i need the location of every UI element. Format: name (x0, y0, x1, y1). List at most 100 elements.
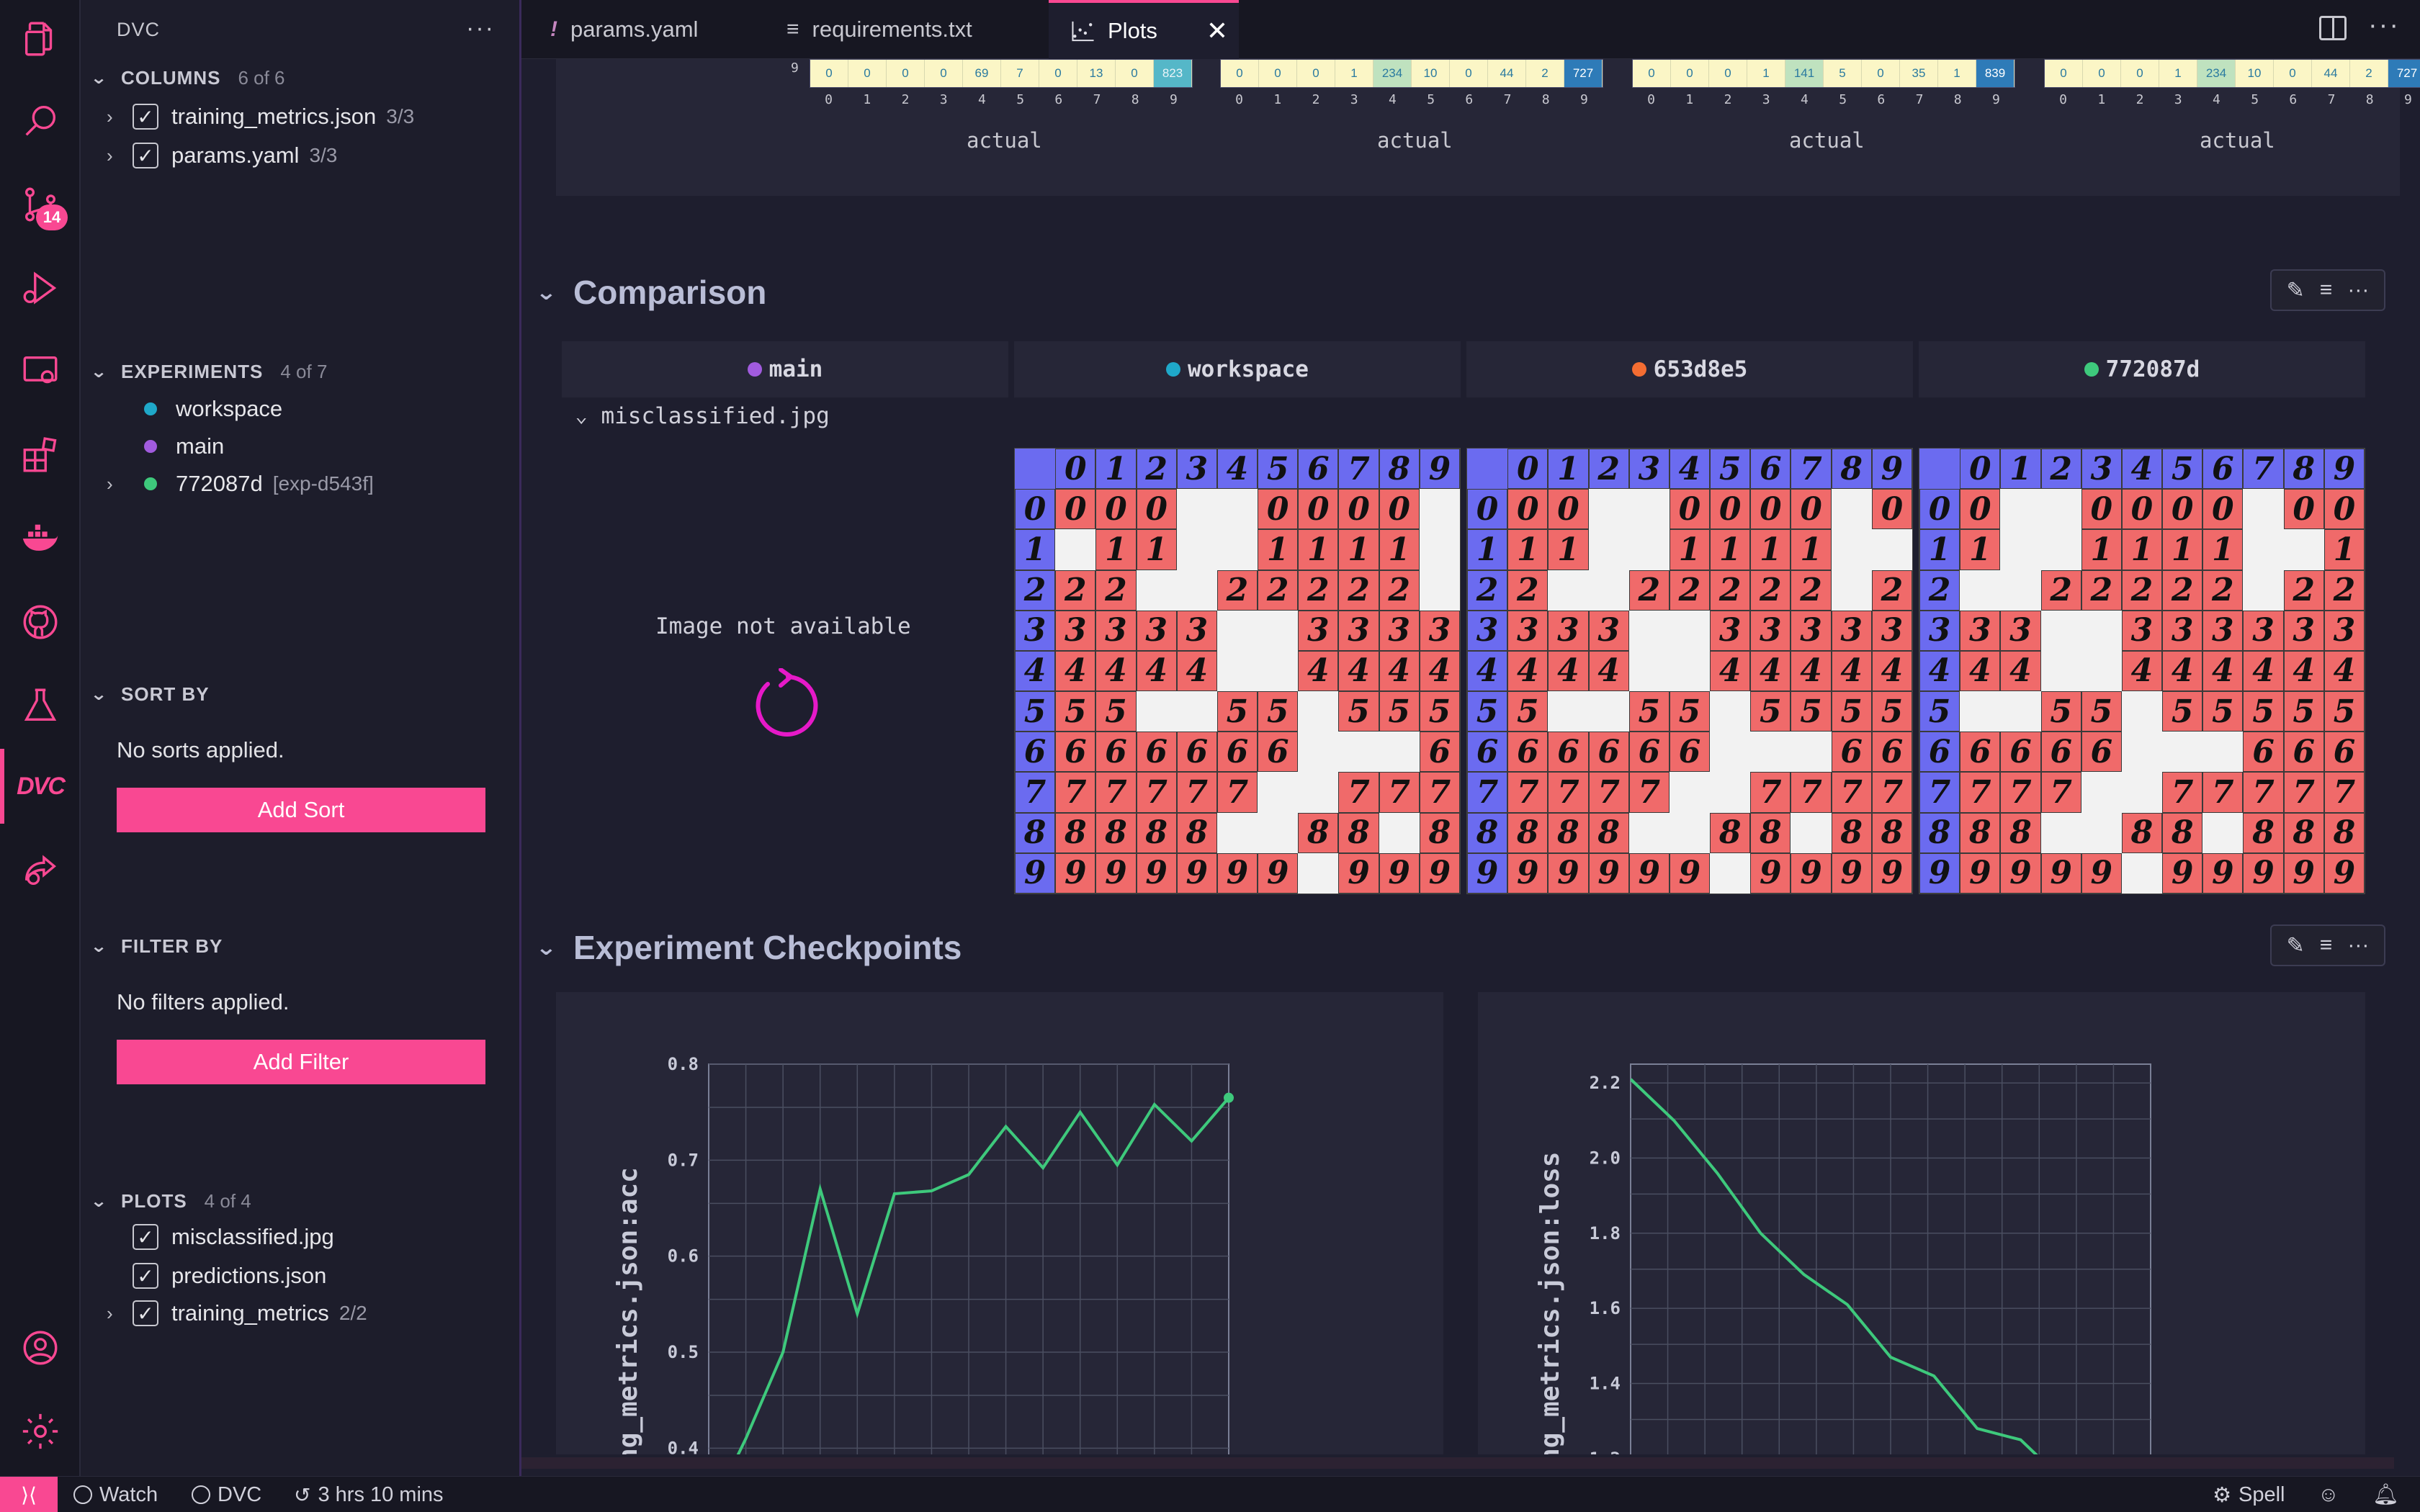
explorer-icon[interactable] (17, 16, 63, 62)
digit-cell: 4 (1216, 449, 1258, 490)
account-icon[interactable] (17, 1325, 63, 1371)
dvc-icon[interactable]: DVC (17, 763, 66, 809)
experiment-item-main[interactable]: main (144, 429, 224, 464)
filter-section-header[interactable]: ⌄ FILTER BY (90, 932, 223, 960)
add-sort-button[interactable]: Add Sort (117, 788, 485, 832)
digit-cell: 9 (1095, 852, 1137, 894)
watch-status[interactable]: Watch (73, 1477, 158, 1512)
testing-icon[interactable] (17, 683, 63, 729)
filter-icon[interactable]: ≡ (2319, 278, 2333, 302)
plot-item-misclassified[interactable]: ✓ misclassified.jpg (133, 1220, 334, 1254)
digit-cell: 4 (1791, 650, 1832, 692)
remote-indicator-icon[interactable]: ⟩⟨ (0, 1477, 58, 1512)
comparison-section-header[interactable]: ⌄ Comparison (535, 271, 766, 314)
notifications-bell-icon[interactable]: 🔔︎ (2372, 1483, 2399, 1506)
filter-icon[interactable]: ≡ (2319, 933, 2333, 957)
x-tick-label: 7 (1093, 92, 1101, 107)
digit-cell (1628, 812, 1670, 853)
item-sub: 3/3 (386, 105, 415, 127)
digit-cell: 7 (1055, 772, 1096, 813)
dvc-status[interactable]: DVC (192, 1477, 261, 1512)
experiment-item-772087d[interactable]: › 772087d [exp-d543f] (107, 467, 374, 501)
matrix-cell: 0 (1450, 60, 1488, 87)
horizontal-scrollbar[interactable] (521, 1454, 2420, 1476)
section-label: EXPERIMENTS (121, 360, 264, 382)
tab-params-yaml[interactable]: ! params.yaml (550, 0, 738, 59)
digit-cell (1628, 650, 1670, 692)
digit-cell: 9 (1919, 852, 1960, 894)
experiment-color-dot (144, 477, 157, 490)
digit-cell: 3 (2323, 610, 2365, 651)
more-actions-icon[interactable]: ··· (2368, 10, 2400, 40)
x-tick-label: 3 (1762, 92, 1770, 107)
section-count: 4 of 4 (204, 1189, 251, 1212)
checkpoints-section-header[interactable]: ⌄ Experiment Checkpoints (535, 926, 962, 969)
digit-cell: 0 (1015, 489, 1056, 530)
time-tracker-status[interactable]: ↺ 3 hrs 10 mins (294, 1477, 444, 1512)
column-item-params[interactable]: › ✓ params.yaml 3/3 (107, 138, 337, 173)
digit-cell (2243, 529, 2284, 570)
digit-cell: 4 (1055, 650, 1096, 692)
split-editor-icon[interactable] (2319, 16, 2347, 40)
spell-status[interactable]: ⚙ Spell (2213, 1477, 2285, 1512)
rename-icon[interactable]: ✎ (2286, 933, 2305, 958)
digit-cell: 5 (1710, 449, 1751, 490)
revision-header-653d8e5[interactable]: 653d8e5 (1466, 341, 1913, 397)
digit-cell: 5 (1507, 691, 1549, 732)
digit-cell: 8 (1548, 812, 1589, 853)
checkbox[interactable]: ✓ (133, 1263, 158, 1289)
checkbox[interactable]: ✓ (133, 1224, 158, 1250)
digit-cell: 8 (1871, 812, 1912, 853)
plot-row-toggle[interactable]: ⌄ misclassified.jpg (575, 403, 830, 429)
plot-item-training-metrics[interactable]: › ✓ training_metrics 2/2 (107, 1296, 367, 1331)
refresh-icon[interactable] (746, 668, 818, 740)
matrix-cell: 0 (1259, 60, 1297, 87)
digit-cell: 4 (2323, 650, 2365, 692)
revision-header-main[interactable]: main (562, 341, 1008, 397)
column-item-training-metrics[interactable]: › ✓ training_metrics.json 3/3 (107, 99, 414, 134)
more-actions-icon[interactable]: ··· (2347, 933, 2370, 957)
add-filter-button[interactable]: Add Filter (117, 1040, 485, 1084)
plots-section-header[interactable]: ⌄ PLOTS 4 of 4 (90, 1187, 251, 1215)
digit-cell: 4 (1015, 650, 1056, 692)
close-icon[interactable]: ✕ (1206, 16, 1229, 45)
matrix-cell: 0 (887, 60, 925, 87)
github-icon[interactable] (17, 599, 63, 645)
revision-header-772087d[interactable]: 772087d (1919, 341, 2365, 397)
remote-explorer-icon[interactable] (17, 348, 63, 395)
more-actions-icon[interactable]: ··· (466, 14, 495, 42)
matrix-cell: 0 (1039, 60, 1077, 87)
digit-cell: 1 (1669, 529, 1711, 570)
digit-cell (1419, 570, 1460, 611)
tab-requirements-txt[interactable]: ≡ requirements.txt (786, 0, 1031, 59)
digit-cell: 2 (1467, 570, 1508, 611)
run-debug-icon[interactable] (17, 265, 63, 311)
digit-cell: 8 (1095, 812, 1137, 853)
docker-icon[interactable] (17, 516, 63, 562)
rename-icon[interactable]: ✎ (2286, 278, 2305, 302)
checkbox[interactable]: ✓ (133, 1300, 158, 1326)
x-tick-label: 3 (939, 92, 948, 107)
share-icon[interactable] (17, 847, 63, 893)
digit-cell: 3 (1136, 610, 1177, 651)
revision-header-workspace[interactable]: workspace (1014, 341, 1461, 397)
experiment-item-workspace[interactable]: workspace (144, 392, 282, 426)
settings-icon[interactable] (17, 1408, 63, 1454)
checkbox[interactable]: ✓ (133, 104, 158, 130)
sort-section-header[interactable]: ⌄ SORT BY (90, 680, 210, 708)
tab-plots[interactable]: Plots ✕ (1049, 0, 1239, 59)
digit-cell (1298, 852, 1339, 894)
digit-cell (1548, 570, 1589, 611)
plot-item-predictions[interactable]: ✓ predictions.json (133, 1259, 326, 1293)
feedback-icon[interactable]: ☺ (2318, 1482, 2339, 1506)
digit-cell (2243, 570, 2284, 611)
search-icon[interactable] (17, 98, 63, 144)
extensions-icon[interactable] (17, 432, 63, 478)
experiments-section-header[interactable]: ⌄ EXPERIMENTS 4 of 7 (90, 357, 327, 386)
digit-cell (2081, 772, 2122, 813)
checkbox[interactable]: ✓ (133, 143, 158, 168)
digit-cell: 1 (1095, 529, 1137, 570)
more-actions-icon[interactable]: ··· (2347, 278, 2370, 302)
columns-section-header[interactable]: ⌄ COLUMNS 6 of 6 (90, 63, 285, 92)
